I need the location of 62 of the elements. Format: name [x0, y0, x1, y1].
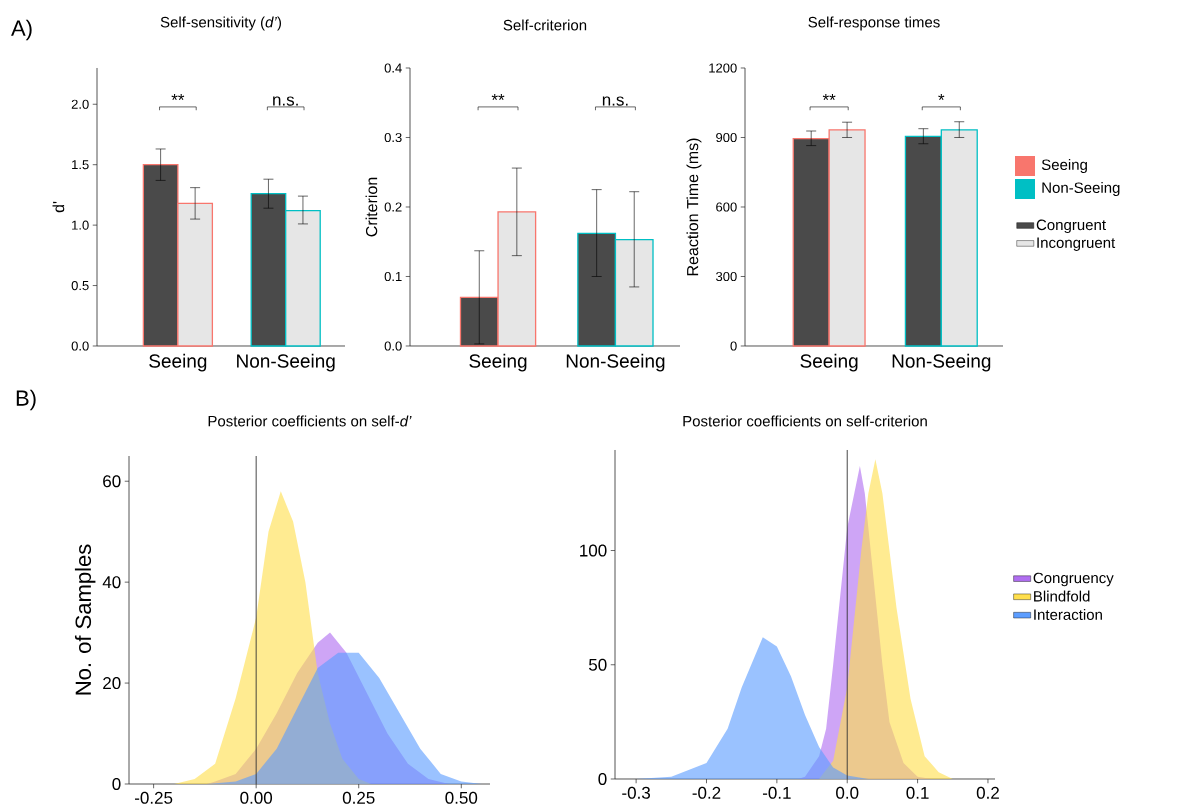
x-tick-label: -0.3	[622, 786, 651, 799]
legend-label: Congruency	[1033, 572, 1114, 587]
chart-title: Self-criterion	[503, 19, 587, 31]
annotation: *	[938, 94, 945, 100]
legend-label: Congruent	[1036, 219, 1106, 234]
y-tick-label: 0.4	[384, 63, 402, 73]
annotation: n.s.	[602, 96, 628, 106]
annotation: n.s.	[273, 96, 298, 106]
y-axis-title: d'	[52, 201, 65, 213]
legend-label: Incongruent	[1037, 237, 1116, 251]
x-tick-label: 0.25	[342, 791, 375, 804]
y-tick-label: 100	[580, 544, 607, 557]
chart-title: Self-response times	[808, 16, 940, 31]
annotation: **	[171, 94, 185, 100]
annotation: **	[491, 94, 505, 100]
legend-label: Interaction	[1034, 608, 1102, 620]
y-tick-label: 1.5	[72, 160, 89, 170]
y-tick-label: 1200	[709, 63, 737, 73]
x-tick-label: -0.1	[762, 786, 791, 799]
y-axis-title: Reaction Time (ms)	[686, 138, 702, 276]
y-tick-label: 0.0	[71, 341, 89, 351]
y-tick-label: 0.3	[384, 132, 402, 143]
chart-title: Posterior coefficients on self-criterion	[683, 415, 927, 427]
y-tick-label: 2.0	[71, 99, 89, 109]
category-label: Non-Seeing	[1042, 182, 1120, 196]
y-tick-label: 60	[103, 475, 121, 488]
y-tick-label: 0.2	[384, 202, 402, 212]
y-tick-label: 0.1	[384, 271, 402, 282]
x-tick-label: Non-Seeing	[566, 353, 665, 372]
y-tick-label: 600	[716, 202, 737, 212]
chart-title: Self-sensitivity (d’)	[160, 16, 282, 31]
x-tick-label: Seeing	[149, 353, 207, 372]
chart-title: Posterior coefficients on self-d’	[208, 415, 412, 427]
y-tick-label: 300	[716, 271, 737, 282]
x-tick-label: 0.0	[836, 786, 859, 799]
y-tick-label: 1.0	[72, 220, 89, 230]
x-tick-label: 0.2	[976, 786, 999, 799]
x-tick-label: -0.2	[692, 786, 721, 799]
y-tick-label: 0.5	[71, 280, 89, 291]
y-tick-label: 0	[730, 341, 737, 351]
y-tick-label: 40	[102, 576, 121, 589]
y-axis-title: No. of Samples	[74, 544, 96, 695]
x-tick-label: 0.50	[445, 791, 478, 804]
y-tick-label: 0.0	[384, 341, 402, 351]
x-tick-label: Non-Seeing	[892, 353, 991, 372]
y-tick-label: 0	[112, 777, 121, 791]
y-axis-title: Criterion	[365, 177, 378, 237]
x-tick-label: Non-Seeing	[237, 353, 335, 372]
annotation: **	[822, 94, 836, 100]
y-tick-label: 900	[716, 132, 737, 143]
x-tick-label: -0.25	[135, 791, 173, 804]
x-tick-label: Seeing	[800, 353, 858, 372]
x-tick-label: 0.1	[906, 786, 929, 799]
text: B)	[16, 389, 36, 411]
x-tick-label: 0.00	[240, 791, 273, 804]
text: A)	[11, 19, 32, 41]
category-label: Seeing	[1041, 159, 1087, 173]
y-tick-label: 0	[598, 772, 607, 786]
y-tick-label: 50	[588, 658, 607, 671]
x-tick-label: Seeing	[469, 353, 527, 372]
y-tick-label: 20	[103, 677, 121, 690]
legend-label: Blindfold	[1034, 590, 1090, 602]
